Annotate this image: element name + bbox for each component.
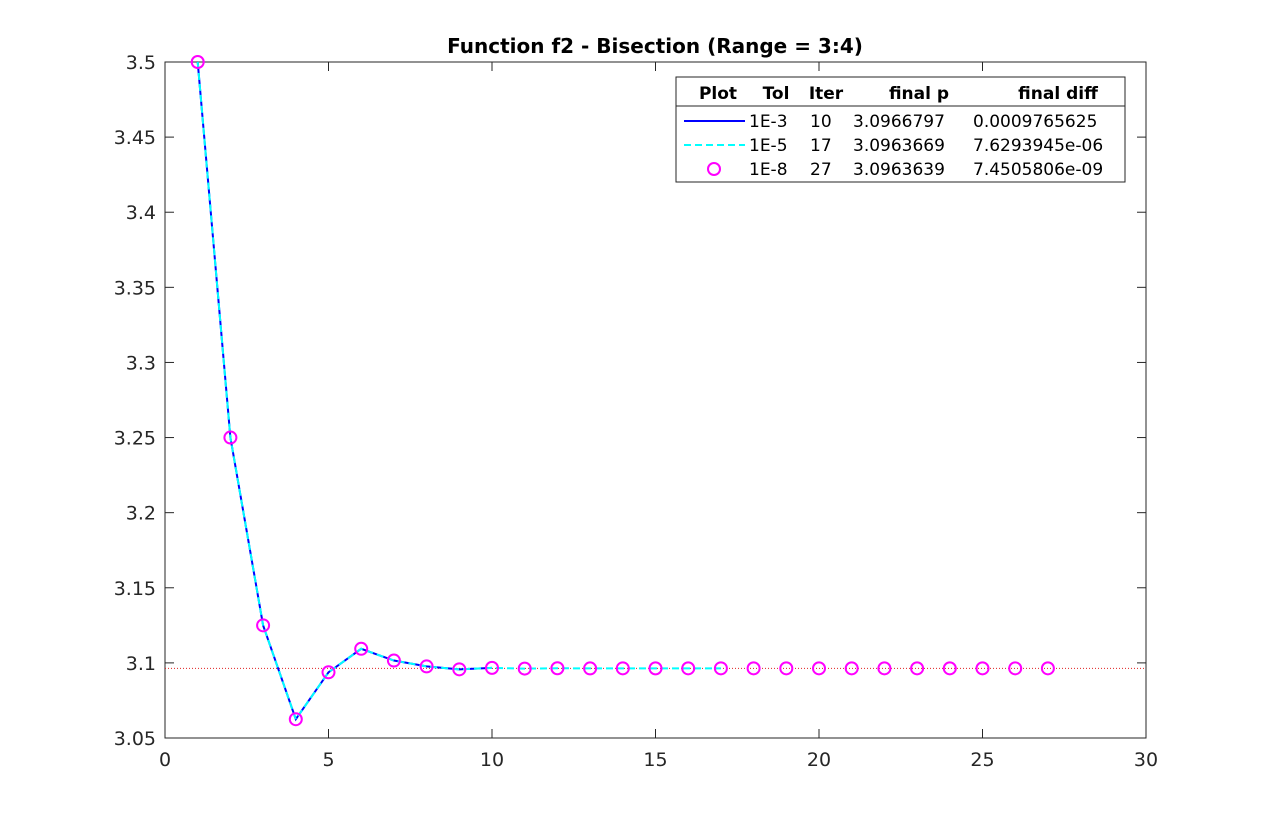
legend-header-final-p: final p [889, 84, 949, 104]
y-tick-label: 3.35 [114, 277, 156, 299]
legend-row-2-p: 3.0963669 [853, 136, 945, 156]
legend-row-1-tol: 1E-3 [749, 112, 788, 132]
series-3-point [746, 661, 761, 676]
legend-row-1-p: 3.0966797 [853, 112, 945, 132]
series-3-point [877, 661, 892, 676]
series-3-point [1040, 661, 1055, 676]
series-3-point [583, 661, 598, 676]
x-tick-label: 25 [970, 749, 994, 771]
y-tick-label: 3.1 [126, 653, 156, 675]
series-3-point [1008, 661, 1023, 676]
series-3-point [648, 661, 663, 676]
legend-header-plot: Plot [699, 84, 737, 104]
y-tick-label: 3.3 [126, 352, 156, 374]
legend-row-3-tol: 1E-8 [749, 160, 788, 180]
series-3-point [615, 661, 630, 676]
y-tick-label: 3.2 [126, 503, 156, 525]
series-3-point [975, 661, 990, 676]
y-tick-label: 3.4 [126, 202, 156, 224]
y-tick-label: 3.45 [114, 127, 156, 149]
legend-header-iter: Iter [809, 84, 844, 104]
chart-title: Function f2 - Bisection (Range = 3:4) [447, 34, 863, 58]
legend-row-2-tol: 1E-5 [749, 136, 788, 156]
series-3-point [190, 55, 205, 69]
x-tick-label: 10 [480, 749, 504, 771]
series-3-point [485, 660, 499, 675]
y-tick-label: 3.15 [114, 578, 156, 600]
legend-row-3-p: 3.0963639 [853, 160, 945, 180]
x-tick-label: 30 [1134, 749, 1158, 771]
series-3-point [354, 641, 369, 656]
x-tick-label: 20 [807, 749, 831, 771]
legend-row-1-iter: 10 [810, 112, 832, 132]
legend-box [675, 76, 1126, 183]
series-3-point [419, 659, 434, 674]
series-layer [190, 55, 1055, 727]
series-3-point [288, 712, 303, 727]
legend-row-2-diff: 7.6293945e-06 [973, 136, 1103, 156]
series-3-point [942, 661, 957, 676]
y-tick-label: 3.05 [114, 728, 156, 750]
y-tick-label: 3.5 [126, 52, 156, 74]
y-tick-label: 3.25 [114, 428, 156, 450]
legend-row-3-diff: 7.4505806e-09 [973, 160, 1103, 180]
legend-header-tol: Tol [763, 84, 790, 104]
series-3-point [517, 661, 532, 676]
series-3-point [713, 661, 728, 676]
axis-ticks: 0 5 10 15 20 25 30 3.05 3.1 3.15 3.2 3.25 3.3 3.35 3.4… [114, 52, 1158, 771]
legend-row-1-diff: 0.0009765625 [973, 112, 1097, 132]
x-tick-label: 15 [643, 749, 667, 771]
legend-header-final-diff: final diff [1018, 84, 1098, 104]
legend-row-3-iter: 27 [810, 160, 832, 180]
series-3-point [550, 661, 565, 676]
legend-swatch-circle [707, 162, 721, 176]
series-3-point [386, 653, 401, 668]
series-3-point [681, 661, 696, 676]
x-tick-label: 5 [322, 749, 334, 771]
series-2-line [196, 61, 721, 722]
series-3-point [452, 662, 467, 677]
series-3-point [910, 661, 925, 676]
series-3-point [779, 661, 794, 676]
x-tick-label: 0 [159, 749, 171, 771]
legend: Plot Tol Iter final p final diff 1E-3 10… [675, 76, 1126, 183]
series-3-point [844, 661, 859, 676]
legend-row-2-iter: 17 [810, 136, 832, 156]
series-3-point [256, 618, 271, 633]
series-3-point [321, 665, 336, 680]
series-3-point [223, 430, 238, 445]
series-3-point [812, 661, 826, 676]
